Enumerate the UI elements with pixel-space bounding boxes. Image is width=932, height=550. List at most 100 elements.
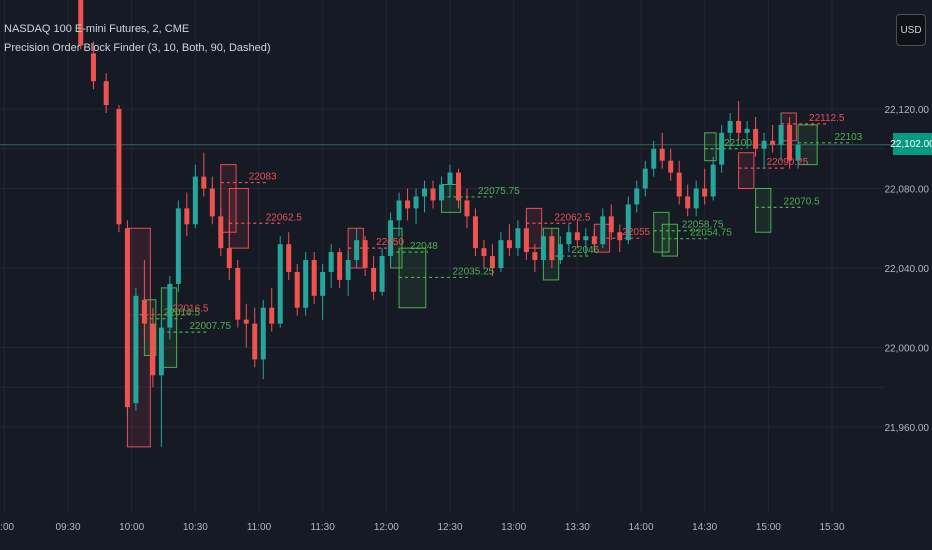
down-candle [150,323,156,376]
down-candle [430,188,436,201]
down-candle [337,252,343,280]
up-candle [651,148,657,169]
order-block-label: 22016.5 [172,304,209,315]
down-candle [294,271,300,308]
up-candle [422,188,428,197]
down-candle [124,228,130,408]
bull-order-block [704,132,717,162]
down-candle [371,268,377,292]
up-candle [566,232,572,245]
symbol-title: NASDAQ 100 E-mini Futures, 2, CME [4,23,190,35]
price-tick-label: 22,080.00 [885,185,930,196]
order-block-label: 22100 [724,138,752,149]
down-candle [141,299,147,324]
time-tick-label: 10:00 [119,522,144,533]
up-candle [761,140,767,149]
order-block-label: 22058.75 [682,220,724,231]
order-block-labels: 22016.5 22007.75 22014.5 22083 22062.5 22035.… [164,113,863,332]
grid-lines [0,0,885,512]
bull-order-block [653,211,670,253]
time-tick-label: 14:30 [692,522,717,533]
down-candle [286,244,292,272]
down-candle [405,200,411,209]
down-candle [506,240,512,249]
down-candle [617,232,623,241]
order-block-label: 22014.5 [164,308,201,319]
up-candle [693,188,699,209]
up-candle [498,240,504,268]
down-candle [591,236,597,245]
candles [78,0,801,447]
time-tick-label: 11:00 [247,522,272,533]
up-candle [642,168,648,189]
time-tick-label: 15:00 [756,522,781,533]
down-candle [235,268,241,320]
order-block-label: 22007.75 [189,321,231,332]
up-candle [320,271,326,296]
up-candle [388,220,394,257]
order-block-label: 22048 [410,241,438,252]
up-candle [795,144,801,161]
time-tick-label: 12:00 [374,522,399,533]
up-candle [192,176,198,225]
down-candle [574,232,580,241]
up-candle [600,216,606,245]
indicator-title[interactable]: Precision Order Block Finder (3, 10, Bot… [4,42,271,54]
order-block-label: 22070.5 [784,196,821,207]
order-block-label: 22054.75 [690,228,732,239]
down-candle [184,208,190,225]
down-candle [532,252,538,261]
price-axis[interactable]: 22,120.00 22,080.00 22,040.00 22,000.00 21,9… [885,105,930,434]
current-price-badge: 22,102.00 [890,133,932,155]
order-block-label: 22075.75 [478,186,520,197]
down-candle [269,307,275,324]
up-candle [778,124,784,145]
down-candle [549,236,555,261]
up-candle [634,188,640,205]
order-block-label: 22046 [571,245,599,256]
down-candle [90,53,96,82]
down-candle [676,172,682,197]
currency-button[interactable]: USD [896,14,926,46]
bear-order-block [228,188,249,249]
up-candle [710,164,716,197]
down-candle [116,109,122,225]
order-blocks [126,112,853,448]
down-candle [523,228,529,253]
bear-order-block [738,152,755,190]
down-candle [489,256,495,268]
order-block-label: 22055 [622,227,650,238]
up-candle [345,260,351,280]
up-candle [719,132,725,165]
up-candle [625,204,631,241]
up-candle [354,240,360,261]
down-candle [243,319,249,324]
time-tick-label: 10:30 [183,522,208,533]
down-candle [685,196,691,209]
down-candle [608,216,614,233]
down-candle [481,248,487,257]
order-block-label: 22062.5 [554,212,591,223]
down-candle [218,216,224,249]
time-tick-label: 09:30 [55,522,80,533]
up-candle [133,295,139,404]
down-candle [753,128,759,149]
up-candle [413,196,419,209]
up-candle [167,283,173,328]
bull-order-block [755,188,772,233]
down-candle [702,188,708,197]
order-block-label: 22083 [249,172,277,183]
price-tick-label: 22,000.00 [885,344,930,355]
down-candle [226,248,232,268]
time-axis[interactable]: 9:00 09:30 10:00 10:30 11:00 11:30 12:00 12:30 1… [0,522,845,533]
order-block-label: 22112.5 [809,113,845,124]
up-candle [447,172,453,185]
up-candle [557,244,563,261]
order-block-label: 22062.5 [266,212,303,223]
order-block-label: 22090.25 [767,157,809,168]
down-candle [252,323,258,360]
bull-order-block [661,223,679,257]
down-candle [464,200,470,217]
down-candle [668,160,674,173]
